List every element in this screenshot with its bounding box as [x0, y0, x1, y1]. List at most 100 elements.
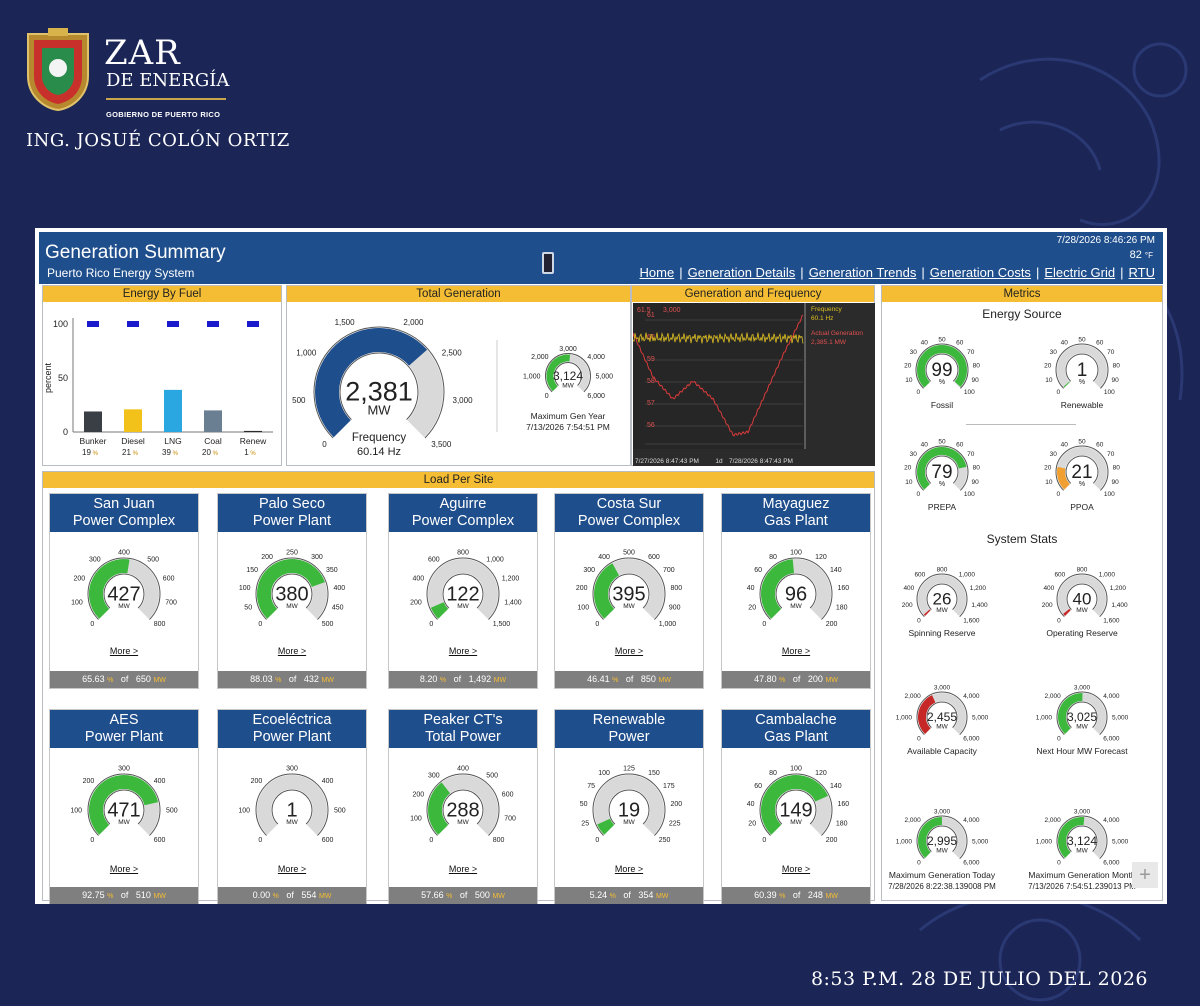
plus-icon[interactable]: + — [1132, 862, 1158, 888]
system-stat-gauge-tick: 4,000 — [1103, 693, 1120, 700]
energy-source-gauge-tick: 50 — [938, 438, 946, 445]
energy-source-gauge-tick: 70 — [1107, 451, 1115, 458]
site-gauge-dial-outline — [87, 773, 161, 836]
energy-source-gauge-tick: 40 — [1061, 340, 1069, 347]
site-gauge-dial-unit: MW — [457, 603, 469, 610]
system-stat-gauge-tick: 1,000 — [1036, 714, 1053, 721]
system-stat-gauge-tick: 800 — [937, 566, 948, 573]
site-gauge-dial-value: 427 — [107, 583, 140, 605]
site-more-link[interactable]: More > — [277, 864, 307, 874]
nav-electric-grid[interactable]: Electric Grid — [1044, 265, 1116, 280]
energy-source-label: Fossil — [931, 400, 953, 410]
system-stat-gauge-inner-outline — [926, 701, 958, 728]
x-tick: LNG — [164, 436, 181, 446]
site-gauge-dial-tick: 350 — [326, 567, 338, 574]
system-stat-gauge-tick: 400 — [1043, 585, 1054, 592]
site-gauge-dial-tick: 300 — [118, 765, 130, 772]
system-stat-gauge-value: 3,124 — [1067, 834, 1097, 848]
site-more-link[interactable]: More > — [781, 646, 811, 656]
of-label: of — [459, 890, 468, 900]
system-stat-gauge-tick: 200 — [902, 602, 913, 609]
system-stat-gauge-inner-outline — [1066, 583, 1098, 610]
y-tick: 50 — [58, 373, 68, 383]
mobile-phone-icon[interactable] — [542, 252, 554, 274]
max-gen-gauge-unit: MW — [562, 382, 574, 389]
site-gauge-dial-tick: 20 — [748, 820, 756, 827]
site-gauge-dial-outline — [426, 773, 500, 836]
site-more-link[interactable]: More > — [448, 646, 478, 656]
site-gauge-dial-tick: 1,000 — [659, 621, 677, 628]
site-title-line2: Gas Plant — [764, 729, 828, 745]
dashboard-header: Generation Summary Puerto Rico Energy Sy… — [39, 232, 1163, 284]
percent-unit: % — [779, 677, 786, 684]
site-more-link[interactable]: More > — [448, 864, 478, 874]
site-more-link[interactable]: More > — [781, 864, 811, 874]
site-gauge-dial-tick: 400 — [334, 585, 346, 592]
energy-source-gauge-inner-outline — [1065, 353, 1099, 382]
site-percent: 8.20 — [419, 674, 438, 684]
site-footer: 0.00 % of 554 MW — [218, 887, 366, 904]
frequency-value: 60.14 Hz — [357, 446, 401, 458]
total-gen-gauge: 0 500 1,000 1,500 2,000 2,500 3,000 3,500 2,381M… — [292, 318, 473, 449]
energy-source-gauge-tick: 10 — [905, 479, 913, 486]
system-stat-gauge-tick: 0 — [917, 736, 921, 743]
site-more-link[interactable]: More > — [614, 864, 644, 874]
site-gauge-dial-unit: MW — [286, 819, 298, 826]
nav-home[interactable]: Home — [639, 265, 675, 280]
energy-source-gauge-tick: 90 — [1112, 377, 1120, 384]
site-gauge-dial-tick: 1,000 — [486, 557, 504, 564]
system-stat-gauge-tick: 600 — [914, 571, 925, 578]
system-stat-gauge-fill — [1058, 692, 1083, 734]
energy-source-gauge-tick: 60 — [956, 340, 964, 347]
site-gauge-dial-tick: 300 — [311, 554, 323, 561]
system-stat-gauge-tick: 1,400 — [1111, 602, 1128, 609]
max-gen-gauge-outline — [545, 353, 591, 393]
site-more-link[interactable]: More > — [109, 864, 139, 874]
coat-of-arms-icon — [27, 28, 89, 112]
system-stat-label: Available Capacity — [907, 746, 978, 756]
energy-source-gauge-tick: 70 — [1107, 349, 1115, 356]
site-title-line2: Power Complex — [72, 513, 176, 529]
nav-generation-details[interactable]: Generation Details — [687, 265, 796, 280]
site-more-link[interactable]: More > — [277, 646, 307, 656]
data-label: 20 % — [202, 448, 219, 457]
site-gauge-dial-value: 380 — [275, 583, 308, 605]
site-gauge-dial-tick: 600 — [428, 557, 440, 564]
energy-source-gauge-tick: 0 — [916, 491, 920, 498]
site-title-line1: AES — [109, 712, 139, 728]
site-gauge-dial-inner-outline — [775, 573, 817, 609]
site-gauge-dial-tick: 800 — [493, 837, 505, 844]
site-card: Peaker CT's Total Power 0 100 200 300 400 500… — [388, 709, 538, 904]
nav-generation-trends[interactable]: Generation Trends — [808, 265, 917, 280]
site-footer: 88.03 % of 432 MW — [218, 671, 366, 688]
energy-source-gauge-tick: 100 — [1104, 389, 1115, 396]
site-gauge-dial-tick: 40 — [747, 585, 755, 592]
nav-rtu[interactable]: RTU — [1128, 265, 1155, 280]
site-more-link[interactable]: More > — [109, 646, 139, 656]
nav-generation-costs[interactable]: Generation Costs — [929, 265, 1031, 280]
site-more-link[interactable]: More > — [614, 646, 644, 656]
energy-source-gauge-tick: 30 — [1050, 451, 1058, 458]
system-stat-gauge-tick: 1,000 — [959, 571, 976, 578]
system-stat-gauge-tick: 400 — [903, 585, 914, 592]
energy-source-gauge-tick: 60 — [956, 442, 964, 449]
site-gauge-dial-tick: 500 — [486, 773, 498, 780]
site-gauge-dial-track — [428, 559, 498, 619]
energy-source-gauge-tick: 0 — [1056, 389, 1060, 396]
percent-unit: % — [107, 893, 114, 900]
y-tick: 58 — [647, 378, 655, 385]
system-stat-gauge-tick: 200 — [1042, 602, 1053, 609]
energy-by-fuel-panel: Energy By Fuel 100 50 0 percent Bunker 19 % Di… — [42, 285, 282, 466]
site-gauge-dial-fill — [89, 775, 159, 835]
y-top-label: 61.5 — [637, 307, 651, 314]
site-capacity: 850 — [640, 674, 656, 684]
site-gauge-dial-tick: 100 — [71, 600, 83, 607]
